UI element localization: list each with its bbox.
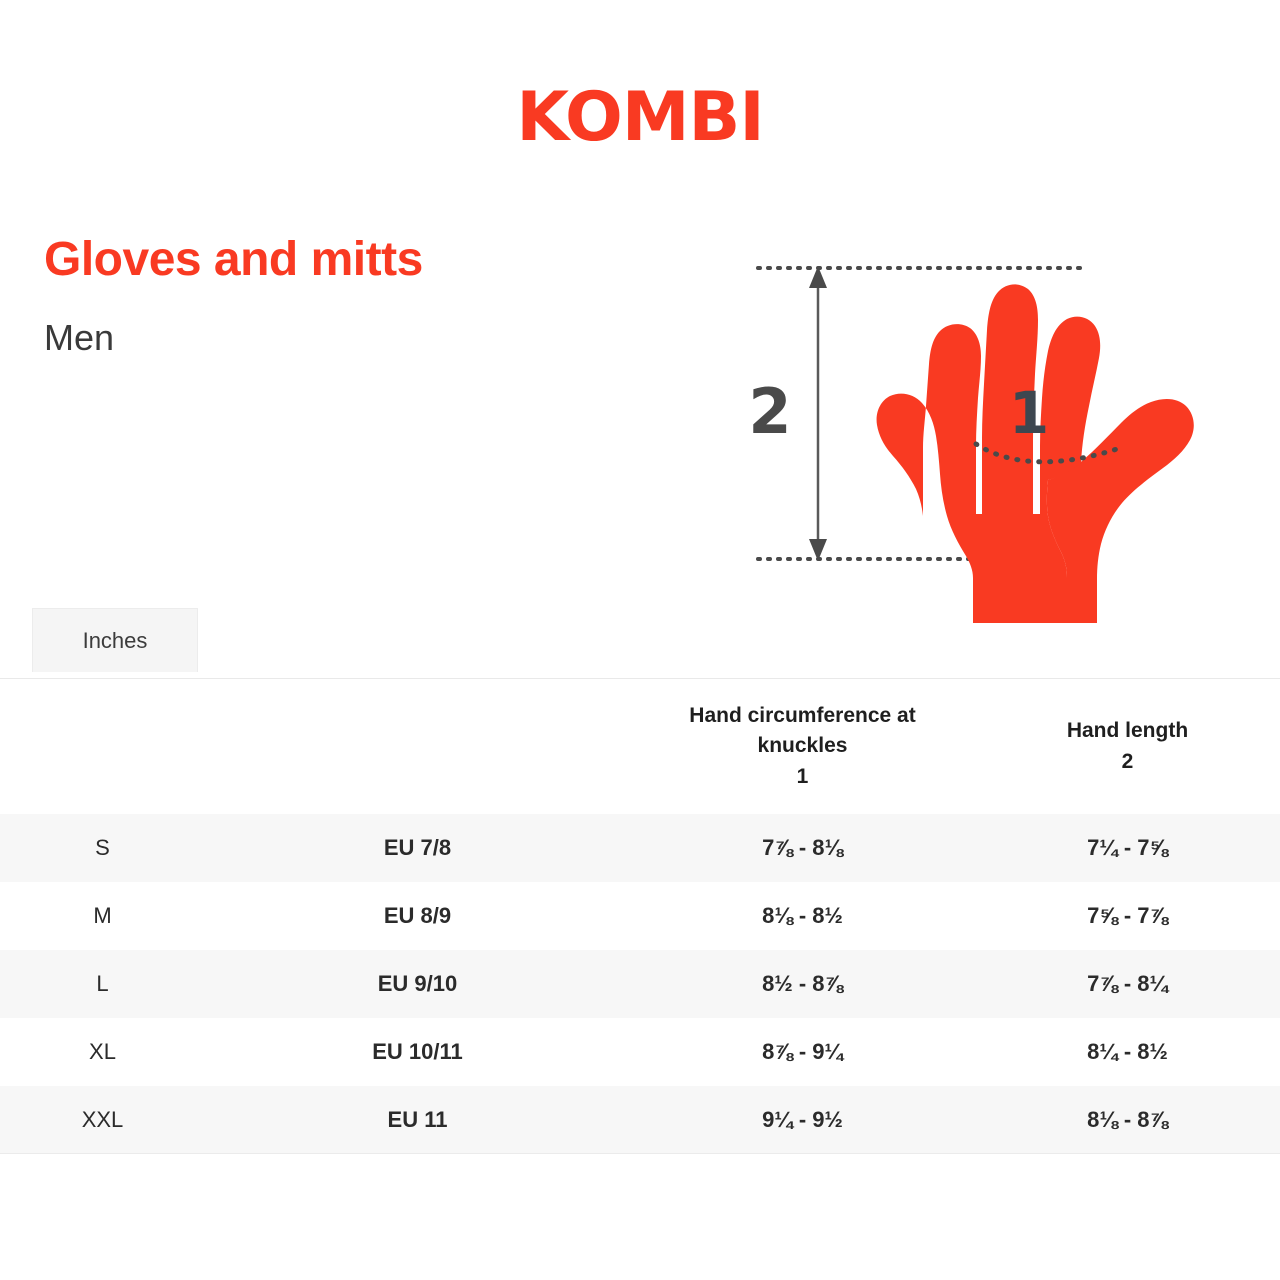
header-hand-circumference: Hand circumference at knuckles 1 — [689, 703, 916, 788]
cell-size: XL — [89, 1039, 116, 1064]
page-subtitle: Men — [44, 317, 115, 358]
cell-eu: EU 7/8 — [383, 835, 452, 860]
cell-length: 7⅞ - 8¼ — [1087, 971, 1168, 996]
tab-inches-label: Inches — [82, 627, 148, 653]
cell-size: XXL — [81, 1106, 124, 1132]
table-header-row: Hand circumference at knuckles 1 Hand le… — [0, 679, 1280, 814]
cell-size: L — [96, 971, 109, 996]
cell-circumference: 8⅛ - 8½ — [762, 903, 843, 928]
cell-circumference: 8½ - 8⅞ — [762, 971, 843, 996]
cell-eu: EU 9/10 — [377, 971, 458, 996]
cell-eu: EU 10/11 — [372, 1039, 463, 1064]
cell-length: 8¼ - 8½ — [1087, 1039, 1168, 1064]
units-tab-bar: Inches — [0, 608, 1280, 678]
cell-size: S — [95, 835, 110, 860]
table-row: L EU 9/10 8½ - 8⅞ 7⅞ - 8¼ — [0, 950, 1280, 1018]
hand-length-arrow-head-bottom — [809, 539, 827, 561]
cell-length: 7¼ - 7⅝ — [1087, 835, 1168, 860]
cell-eu: EU 8/9 — [383, 903, 452, 928]
cell-circumference: 8⅞ - 9¼ — [762, 1039, 843, 1064]
cell-length: 7⅝ - 7⅞ — [1087, 903, 1168, 928]
hand-length-arrow-head-top — [809, 266, 827, 288]
header-hand-length: Hand length 2 — [1066, 719, 1189, 773]
table-row: S EU 7/8 7⅞ - 8⅛ 7¼ - 7⅝ — [0, 814, 1280, 882]
table-row: XXL EU 11 9¼ - 9½ 8⅛ - 8⅞ — [0, 1086, 1280, 1154]
cell-length: 8⅛ - 8⅞ — [1087, 1106, 1168, 1132]
table-row: XL EU 10/11 8⅞ - 9¼ 8¼ - 8½ — [0, 1018, 1280, 1086]
page-title: Gloves and mitts — [44, 233, 423, 286]
knuckle-circumference-dotted-line — [973, 441, 1123, 465]
hand-fingers-and-palm — [876, 284, 1101, 623]
measurement-label-1: 1 — [1009, 379, 1049, 447]
hand-measurement-diagram: 2 1 — [730, 248, 1250, 638]
hand-silhouette — [1046, 398, 1194, 623]
size-chart-table: Hand circumference at knuckles 1 Hand le… — [0, 678, 1280, 1154]
cell-circumference: 9¼ - 9½ — [762, 1106, 843, 1132]
brand-logo: KOMBI — [516, 78, 764, 157]
cell-size: M — [93, 903, 112, 928]
tab-inches[interactable]: Inches — [32, 608, 198, 672]
measurement-label-2: 2 — [748, 375, 791, 448]
table-row: M EU 8/9 8⅛ - 8½ 7⅝ - 7⅞ — [0, 882, 1280, 950]
cell-eu: EU 11 — [387, 1106, 448, 1132]
cell-circumference: 7⅞ - 8⅛ — [762, 835, 843, 860]
